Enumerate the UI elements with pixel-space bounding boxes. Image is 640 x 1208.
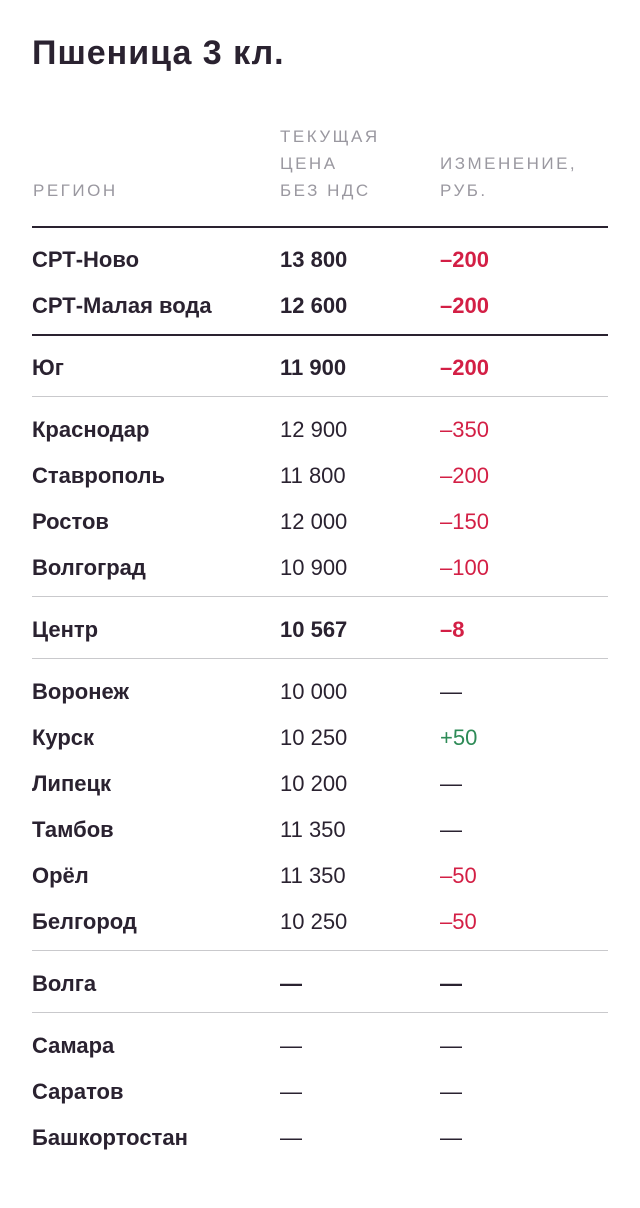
change-value: — — [440, 1033, 462, 1058]
region-name: Ростов — [32, 509, 109, 534]
change-value: –50 — [440, 909, 477, 934]
table-row: Курск 10 250 +50 — [0, 723, 640, 753]
table-row: Тамбов 11 350 — — [0, 815, 640, 845]
column-header-price: ТЕКУЩАЯ ЦЕНА БЕЗ НДС — [280, 123, 380, 204]
price-value: — — [280, 1033, 302, 1058]
change-value: — — [440, 817, 462, 842]
change-value: –200 — [440, 247, 489, 272]
column-header-region-line: РЕГИОН — [33, 181, 118, 200]
region-name: Орёл — [32, 863, 89, 888]
column-header-region: РЕГИОН — [33, 177, 118, 204]
change-value: –50 — [440, 863, 477, 888]
price-value: 10 000 — [280, 679, 348, 704]
change-value: — — [440, 1125, 462, 1150]
region-name: Тамбов — [32, 817, 114, 842]
section-divider — [32, 1012, 608, 1013]
table-row: СРТ-Ново 13 800 –200 — [0, 245, 640, 275]
price-value: 11 800 — [280, 463, 346, 488]
price-value: — — [280, 971, 302, 996]
change-value: — — [440, 971, 462, 996]
change-value: — — [440, 679, 462, 704]
region-name: Воронеж — [32, 679, 130, 704]
price-value: 10 200 — [280, 771, 348, 796]
table-row: Ставрополь 11 800 –200 — [0, 461, 640, 491]
column-header-change-line: ИЗМЕНЕНИЕ, — [440, 154, 578, 173]
region-name: Белгород — [32, 909, 137, 934]
price-value: — — [280, 1079, 302, 1104]
price-value: 10 250 — [280, 725, 348, 750]
price-value: — — [280, 1125, 302, 1150]
table-row: Воронеж 10 000 — — [0, 677, 640, 707]
table-row: Ростов 12 000 –150 — [0, 507, 640, 537]
region-name: Волга — [32, 971, 97, 996]
section-divider — [32, 396, 608, 397]
column-header-change: ИЗМЕНЕНИЕ, РУБ. — [440, 150, 577, 204]
region-name: СРТ-Малая вода — [32, 293, 212, 318]
change-value: — — [440, 771, 462, 796]
price-value: 13 800 — [280, 247, 348, 272]
change-value: –150 — [440, 509, 489, 534]
change-value: — — [440, 1079, 462, 1104]
section-divider — [32, 658, 608, 659]
region-name: Юг — [32, 355, 64, 380]
change-value: –200 — [440, 463, 489, 488]
change-value: –350 — [440, 417, 489, 442]
section-divider — [32, 950, 608, 951]
table-row: Юг 11 900 –200 — [0, 353, 640, 383]
table-row: Волгоград 10 900 –100 — [0, 553, 640, 583]
price-value: 10 250 — [280, 909, 348, 934]
table-row: Башкортостан — — — [0, 1123, 640, 1153]
region-name: Башкортостан — [32, 1125, 188, 1150]
region-name: Курск — [32, 725, 95, 750]
change-value: –100 — [440, 555, 489, 580]
page-title: Пшеница 3 кл. — [32, 34, 285, 72]
column-header-price-line: ЦЕНА — [280, 154, 338, 173]
price-value: 11 350 — [280, 817, 346, 842]
region-name: Липецк — [32, 771, 112, 796]
change-value: +50 — [440, 725, 478, 750]
table-row: Краснодар 12 900 –350 — [0, 415, 640, 445]
change-value: –200 — [440, 293, 489, 318]
table-row: Орёл 11 350 –50 — [0, 861, 640, 891]
price-value: 11 350 — [280, 863, 346, 888]
price-value: 10 900 — [280, 555, 348, 580]
table-row: Липецк 10 200 — — [0, 769, 640, 799]
table-row: Самара — — — [0, 1031, 640, 1061]
column-header-price-line: БЕЗ НДС — [280, 181, 371, 200]
price-value: 11 900 — [280, 355, 347, 380]
region-name: Самара — [32, 1033, 115, 1058]
change-value: –8 — [440, 617, 465, 642]
header-divider — [32, 226, 608, 228]
region-name: Центр — [32, 617, 99, 642]
section-divider — [32, 334, 608, 336]
region-name: СРТ-Ново — [32, 247, 140, 272]
column-header-change-line: РУБ. — [440, 181, 488, 200]
price-value: 12 600 — [280, 293, 348, 318]
section-divider — [32, 596, 608, 597]
table-row: Центр 10 567 –8 — [0, 615, 640, 645]
region-name: Саратов — [32, 1079, 124, 1104]
table-row: Волга — — — [0, 969, 640, 999]
table-row: Саратов — — — [0, 1077, 640, 1107]
change-value: –200 — [440, 355, 489, 380]
region-name: Ставрополь — [32, 463, 165, 488]
price-value: 10 567 — [280, 617, 348, 642]
region-name: Волгоград — [32, 555, 146, 580]
column-header-price-line: ТЕКУЩАЯ — [280, 127, 380, 146]
table-row: Белгород 10 250 –50 — [0, 907, 640, 937]
price-value: 12 900 — [280, 417, 348, 442]
region-name: Краснодар — [32, 417, 150, 442]
price-value: 12 000 — [280, 509, 348, 534]
table-row: СРТ-Малая вода 12 600 –200 — [0, 291, 640, 321]
